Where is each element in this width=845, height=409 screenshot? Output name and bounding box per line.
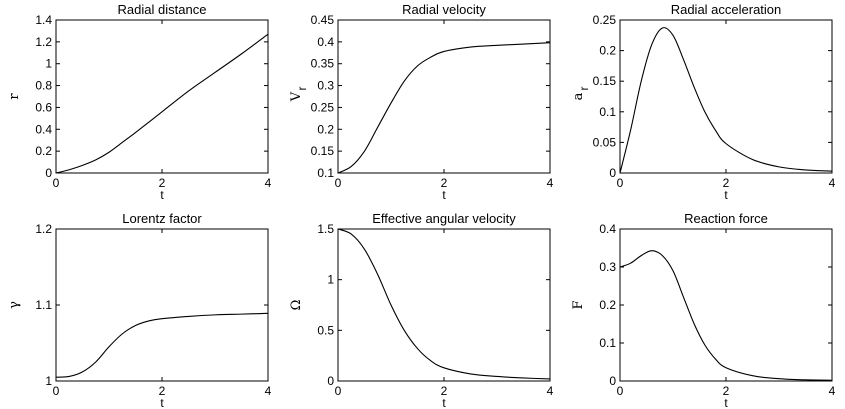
y-axis-label: γ xyxy=(7,301,22,309)
y-axis-label-subscript: r xyxy=(295,87,309,91)
x-tick-label: 0 xyxy=(617,176,624,190)
x-axis-label: t xyxy=(160,188,164,202)
y-tick-label: 0.3 xyxy=(317,79,334,93)
chart-panel-6: Reaction force 0 2 4 0 0.1 0.2 0.3 0.4 t F xyxy=(571,211,836,409)
x-tick-label: 0 xyxy=(335,384,342,398)
series-line xyxy=(337,42,551,174)
chart-title: Effective angular velocity xyxy=(372,211,516,226)
y-tick-label: 1.5 xyxy=(317,222,334,236)
y-tick-label: 0.25 xyxy=(593,13,617,27)
x-tick-label: 4 xyxy=(829,384,836,398)
series-line xyxy=(337,228,551,380)
y-tick-label: 0.6 xyxy=(35,100,52,114)
y-tick-label: 0 xyxy=(609,374,616,388)
y-tick-label: 0.25 xyxy=(311,100,335,114)
y-tick-label: 0.05 xyxy=(593,135,617,149)
y-tick-label: 0.4 xyxy=(599,222,616,236)
y-tick-label: 0.1 xyxy=(599,105,616,119)
y-axis-label-group: γ xyxy=(7,301,22,309)
y-tick-label: 1 xyxy=(45,374,52,388)
y-tick-label: 0.1 xyxy=(317,166,334,180)
chart-panel-4: Lorentz factor 0 2 4 1 1.1 1.2 t γ xyxy=(7,211,272,409)
y-tick-label: 0.2 xyxy=(317,122,334,136)
x-tick-label: 0 xyxy=(335,176,342,190)
plot-frame xyxy=(337,19,551,174)
y-tick-label: 0 xyxy=(609,166,616,180)
chart-panel-5: Effective angular velocity 0 2 4 0 0.5 1 1.5 t Ω xyxy=(289,211,554,409)
y-axis-label-group: ar xyxy=(571,87,591,101)
y-tick-label: 1 xyxy=(327,273,334,287)
y-axis-label: V xyxy=(289,91,304,102)
y-tick-label: 0.4 xyxy=(317,35,334,49)
y-tick-label: 0.45 xyxy=(311,13,335,27)
x-tick-label: 0 xyxy=(617,384,624,398)
y-tick-label: 0.35 xyxy=(311,57,335,71)
x-axis-label: t xyxy=(724,396,728,409)
y-tick-label: 0.15 xyxy=(593,74,617,88)
y-axis-label: a xyxy=(571,92,586,100)
y-tick-label: 1 xyxy=(45,57,52,71)
series-line xyxy=(55,312,269,378)
y-tick-label: 1.4 xyxy=(35,13,52,27)
y-tick-label: 0.15 xyxy=(311,144,335,158)
x-tick-label: 2 xyxy=(159,384,166,398)
y-axis-label-group: F xyxy=(571,300,586,309)
y-tick-label: 1.2 xyxy=(35,222,52,236)
y-tick-label: 0.1 xyxy=(599,336,616,350)
y-tick-label: 1.1 xyxy=(35,298,52,312)
chart-title: Reaction force xyxy=(684,211,768,226)
chart-panel-2: Radial velocity 0 2 4 0.1 0.15 0.2 0.25 0.3 0.35 0… xyxy=(289,2,554,202)
series-line xyxy=(619,250,833,381)
x-tick-label: 2 xyxy=(441,176,448,190)
y-tick-label: 0.8 xyxy=(35,79,52,93)
chart-panel-3: Radial acceleration 0 2 4 0 0.05 0.1 0.15 0.2 0.2… xyxy=(571,2,836,202)
x-axis-label: t xyxy=(724,188,728,202)
x-tick-label: 0 xyxy=(53,384,60,398)
x-tick-label: 2 xyxy=(441,384,448,398)
y-tick-label: 0.5 xyxy=(317,323,334,337)
chart-panel-1: Radial distance 0 2 4 0 0.2 0.4 0.6 0.8 1 1.2 1.4 t r xyxy=(7,2,272,202)
x-tick-label: 2 xyxy=(723,384,730,398)
y-tick-label: 0.2 xyxy=(35,144,52,158)
x-tick-label: 4 xyxy=(265,384,272,398)
x-axis-label: t xyxy=(442,396,446,409)
series-line xyxy=(55,33,269,174)
y-axis-label: r xyxy=(7,93,22,100)
x-tick-label: 0 xyxy=(53,176,60,190)
x-axis-label: t xyxy=(160,396,164,409)
chart-title: Radial velocity xyxy=(402,2,486,17)
y-tick-label: 0.2 xyxy=(599,44,616,58)
plot-frame xyxy=(55,228,269,382)
x-tick-label: 4 xyxy=(547,384,554,398)
y-axis-label-group: Vr xyxy=(289,87,309,103)
plot-frame xyxy=(337,228,551,382)
x-tick-label: 2 xyxy=(723,176,730,190)
y-axis-label-subscript: r xyxy=(577,87,591,91)
y-axis-label: Ω xyxy=(289,300,304,311)
x-tick-label: 4 xyxy=(829,176,836,190)
x-tick-label: 4 xyxy=(547,176,554,190)
y-tick-label: 0.4 xyxy=(35,122,52,136)
y-axis-label-group: Ω xyxy=(289,300,304,311)
y-axis-label: F xyxy=(571,300,586,309)
y-tick-label: 1.2 xyxy=(35,35,52,49)
y-tick-label: 0 xyxy=(45,166,52,180)
plot-frame xyxy=(55,19,269,174)
x-tick-label: 4 xyxy=(265,176,272,190)
series-line xyxy=(619,27,833,174)
x-axis-label: t xyxy=(442,188,446,202)
plot-frame xyxy=(619,228,833,382)
y-axis-label-group: r xyxy=(7,93,22,100)
y-tick-label: 0.2 xyxy=(599,298,616,312)
chart-title: Radial distance xyxy=(118,2,207,17)
chart-title: Lorentz factor xyxy=(122,211,202,226)
chart-title: Radial acceleration xyxy=(671,2,782,17)
y-tick-label: 0.3 xyxy=(599,260,616,274)
plot-frame xyxy=(619,19,833,174)
x-tick-label: 2 xyxy=(159,176,166,190)
y-tick-label: 0 xyxy=(327,374,334,388)
